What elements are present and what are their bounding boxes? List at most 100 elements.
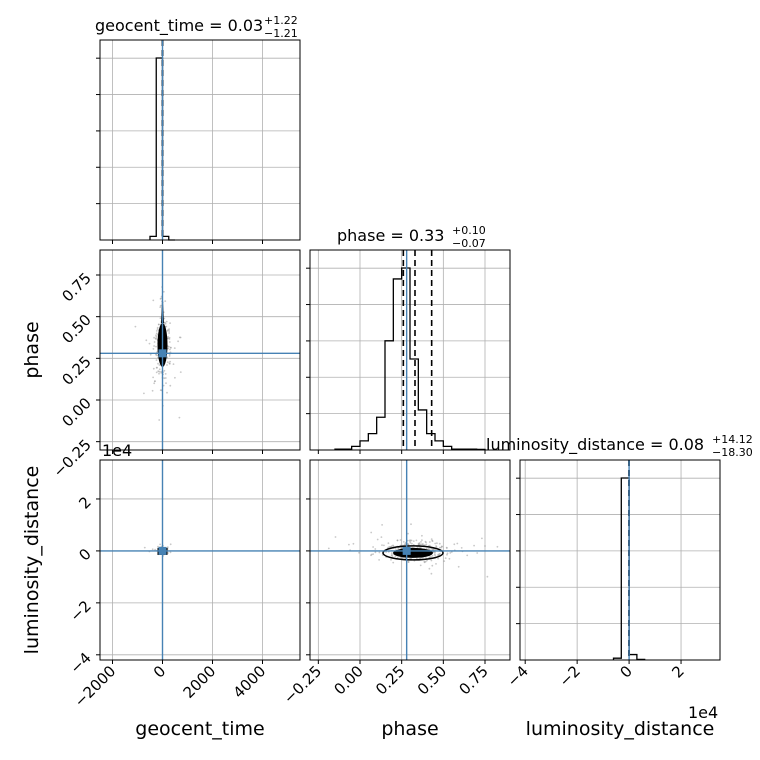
sample-point xyxy=(460,547,463,549)
sample-point xyxy=(481,537,483,540)
sample-point xyxy=(434,551,436,554)
sample-point xyxy=(381,524,383,526)
sample-point xyxy=(168,332,171,334)
sample-point xyxy=(444,557,447,559)
sample-point xyxy=(416,557,418,560)
sample-point xyxy=(158,419,161,421)
sample-point xyxy=(153,341,156,343)
truth-marker xyxy=(402,546,411,555)
sample-point xyxy=(169,322,172,324)
sample-point xyxy=(424,540,427,543)
sample-point xyxy=(168,341,171,343)
sample-point xyxy=(425,543,428,546)
sample-point xyxy=(372,553,374,555)
axes-frame xyxy=(309,459,511,661)
sample-point xyxy=(165,382,167,384)
x-tick-label: 0 xyxy=(150,662,169,681)
sample-point xyxy=(151,389,154,392)
sample-point xyxy=(167,335,169,338)
sample-point xyxy=(153,336,156,339)
sample-point xyxy=(152,367,155,370)
sample-point xyxy=(155,330,158,332)
sample-point xyxy=(449,552,452,554)
panel-luminosity-distance-vs-phase: −0.25 0.00 0.25 0.50 0.75 xyxy=(280,459,511,707)
y-tick-label: 0.75 xyxy=(58,269,94,305)
sample-point xyxy=(155,334,157,337)
sample-point xyxy=(396,556,399,559)
sample-point xyxy=(156,366,158,369)
histogram-step xyxy=(334,267,486,451)
sample-point xyxy=(407,532,409,535)
sample-point xyxy=(167,552,169,554)
sample-point xyxy=(448,557,451,560)
sample-point xyxy=(484,545,486,547)
sample-point xyxy=(415,539,418,542)
sample-point xyxy=(164,300,167,302)
sample-point xyxy=(419,557,422,559)
sample-point xyxy=(423,561,426,564)
sample-point xyxy=(453,543,456,546)
sample-point xyxy=(446,553,448,556)
sample-point xyxy=(439,553,441,555)
x-tick-label: −2 xyxy=(556,662,584,690)
sample-point xyxy=(399,556,402,559)
sample-point xyxy=(404,543,406,546)
title-geocent-time: geocent_time = 0.03 xyxy=(95,16,263,36)
sample-point xyxy=(155,359,158,361)
sample-point xyxy=(168,362,171,365)
sample-point xyxy=(153,382,156,385)
sample-point xyxy=(439,546,441,549)
sample-point xyxy=(418,542,421,544)
sample-point xyxy=(169,348,171,351)
x-tick-label: −4 xyxy=(504,662,532,690)
sample-point xyxy=(157,370,160,372)
sample-point xyxy=(168,328,171,330)
ylabel-phase: phase xyxy=(21,321,43,378)
sample-point xyxy=(431,540,434,542)
sample-point xyxy=(380,536,383,538)
sample-point xyxy=(152,299,155,302)
panel-luminosity-distance-hist: −4 −2 0 2 xyxy=(504,459,721,690)
sample-point xyxy=(168,345,170,348)
sample-point xyxy=(163,317,166,320)
sample-point xyxy=(348,543,350,546)
truth-marker xyxy=(158,546,167,555)
xlabel-phase: phase xyxy=(381,718,438,740)
y-tick-label: −2 xyxy=(66,597,94,625)
sample-point xyxy=(428,556,431,559)
title-median: 0.03 xyxy=(228,16,264,35)
sample-point xyxy=(430,559,433,562)
y-tick-label: 0.00 xyxy=(58,394,94,430)
sample-point xyxy=(438,542,441,545)
title-phase: phase = 0.33 xyxy=(337,226,444,245)
sample-point xyxy=(402,541,405,543)
sample-point xyxy=(378,559,380,561)
sample-point xyxy=(158,372,160,375)
panel-phase-vs-geocent-time: −0.25 0.00 0.25 0.50 0.75 xyxy=(50,249,301,481)
sample-point xyxy=(157,545,159,548)
sample-point xyxy=(387,542,390,545)
sample-point xyxy=(169,360,172,363)
sample-point xyxy=(334,536,337,538)
sample-point xyxy=(162,290,165,293)
sample-point xyxy=(358,551,360,554)
sample-point xyxy=(394,547,397,550)
sample-point xyxy=(168,355,171,357)
sample-point xyxy=(409,542,412,544)
sample-point xyxy=(434,554,436,557)
sample-point xyxy=(155,371,158,374)
sample-point xyxy=(431,564,434,567)
axes-frame xyxy=(99,249,301,451)
y-offset-text-luminosity-distance: 1e4 xyxy=(102,441,132,460)
sample-point xyxy=(435,563,437,565)
sample-point xyxy=(419,564,422,567)
sample-point xyxy=(154,338,157,340)
x-tick-label: 2000 xyxy=(180,662,220,702)
sample-point xyxy=(159,317,162,319)
x-tick-label: 4000 xyxy=(230,662,270,702)
sample-point xyxy=(143,546,146,549)
sample-point xyxy=(149,353,152,356)
sample-point xyxy=(486,575,489,578)
y-tick-label: 0 xyxy=(75,545,94,564)
sample-point xyxy=(155,354,158,357)
